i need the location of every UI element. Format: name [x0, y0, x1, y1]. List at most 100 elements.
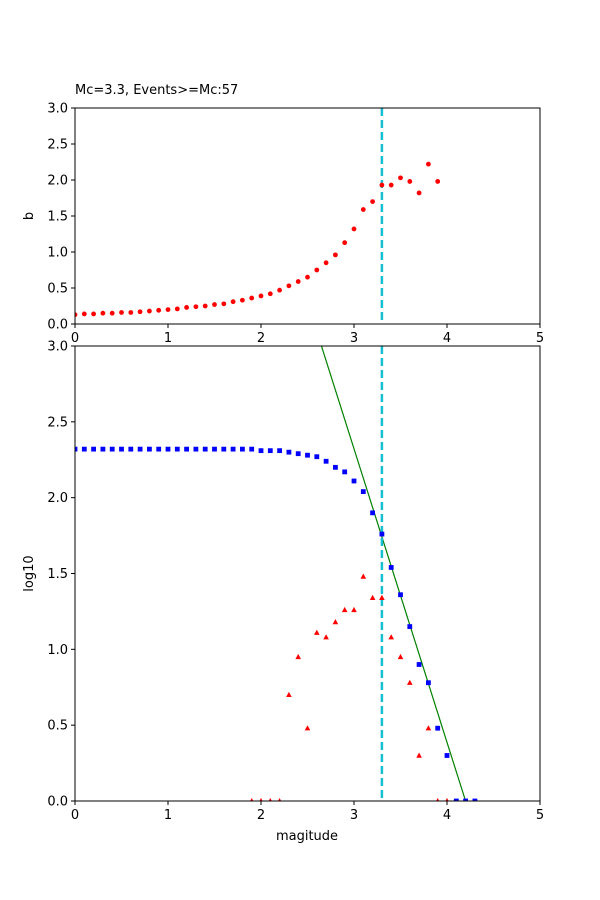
b-series-0-point — [240, 297, 245, 303]
mag-series-0-point — [267, 448, 273, 454]
mag-series-0-point — [286, 449, 292, 455]
mag-series-0-point — [221, 446, 227, 452]
b-x-tick-label: 2 — [257, 331, 265, 346]
mag-y-tick-label: 2.0 — [47, 491, 68, 506]
mag-series-0-point — [212, 446, 217, 452]
mag-series-1-point — [332, 619, 339, 625]
b-value-panel: Mc=3.3, Events>=Mc:57 b 0 1 2 3 4 5 0.0 0.5 1.0 1… — [22, 83, 544, 346]
mag-series-1-point — [286, 691, 292, 698]
b-series-0-point — [91, 311, 96, 317]
b-series-0-point — [426, 161, 431, 167]
mag-x-tick-label: 4 — [443, 808, 451, 823]
mag-series-0-point — [184, 446, 189, 452]
mag-series-0-point — [407, 624, 413, 629]
mag-series-0-point — [398, 592, 403, 598]
b-y-tick-label: 1.0 — [47, 246, 68, 261]
mag-series-0-point — [193, 446, 199, 452]
mag-series-0-point — [174, 446, 180, 452]
b-series-0-point — [333, 252, 338, 258]
b-series-0-point — [379, 182, 385, 188]
b-y-tick-label: 2.0 — [47, 174, 68, 189]
b-series-0-point — [193, 304, 199, 310]
mag-series-0-point — [100, 446, 106, 452]
b-series-0-point — [323, 260, 329, 266]
b-series-0-point — [370, 199, 375, 205]
mag-y-tick-label: 0.0 — [47, 795, 68, 810]
b-series-0-point — [109, 310, 115, 316]
mag-series-0-point — [165, 446, 171, 452]
b-y-tick-label: 0.0 — [47, 318, 68, 333]
b-y-tick-label: 0.5 — [47, 282, 68, 297]
mag-series-1-point — [425, 725, 432, 731]
mag-series-1-point — [416, 752, 422, 758]
b-x-tick-label: 3 — [350, 331, 358, 346]
mag-series-1-point — [268, 798, 272, 801]
mag-series-0-point — [305, 452, 310, 458]
b-series-0-point — [314, 267, 320, 273]
mag-series-1-point — [295, 653, 301, 660]
b-value-plot-area: 0 1 2 3 4 5 0.0 0.5 1.0 1.5 2.0 2.5 3.0 — [47, 102, 544, 347]
b-series-0-point — [277, 287, 282, 293]
mag-series-1-point — [323, 634, 329, 640]
mag-series-0-point — [472, 798, 478, 801]
mag-series-0-point — [156, 446, 162, 452]
b-data-layer — [75, 108, 441, 324]
mag-series-0-point — [230, 446, 236, 452]
mag-series-0-point — [463, 798, 468, 801]
mag-series-0-point — [202, 446, 208, 452]
mag-series-1-point — [388, 634, 394, 640]
b-series-0-point — [75, 312, 78, 318]
b-y-tick-label: 1.5 — [47, 210, 68, 225]
fit-line — [320, 346, 467, 801]
mag-x-tick-label: 0 — [71, 808, 79, 823]
b-value-y-axis-label: b — [22, 212, 37, 220]
mag-y-tick-label: 1.5 — [47, 567, 68, 582]
mag-series-1-point — [250, 798, 254, 801]
magnitude-frequency-plot-area: 0 1 2 3 4 5 0.0 0.5 1.0 1.5 2.0 2.5 3.0 — [47, 340, 544, 824]
b-series-0-point — [212, 302, 217, 307]
mag-series-0-point — [147, 446, 152, 452]
log10-y-axis-label: log10 — [22, 555, 37, 591]
b-series-0-point — [156, 307, 162, 313]
mag-series-1-point — [407, 679, 413, 685]
mag-series-0-point — [314, 454, 320, 460]
mag-series-1-point — [304, 725, 311, 731]
b-series-0-point — [351, 226, 357, 232]
b-x-tick-label: 4 — [443, 331, 451, 346]
b-y-tick-label: 3.0 — [47, 102, 68, 117]
mag-series-0-point — [277, 448, 282, 454]
mag-series-0-point — [75, 446, 78, 452]
b-series-0-point — [202, 303, 208, 309]
mag-series-1-point — [369, 594, 376, 600]
magnitude-x-axis-label: magitude — [276, 829, 338, 844]
mag-x-tick-label: 5 — [536, 808, 544, 823]
b-series-0-point — [100, 310, 106, 316]
mag-series-0-point — [351, 478, 357, 484]
b-series-0-point — [184, 305, 190, 310]
mag-series-1-point — [341, 606, 348, 613]
mag-series-1-point — [314, 629, 320, 635]
mag-x-tick-label: 2 — [257, 808, 265, 823]
b-series-0-point — [81, 311, 87, 317]
b-series-0-point — [174, 306, 180, 312]
mag-series-0-point — [360, 489, 366, 494]
mag-data-layer — [75, 346, 478, 801]
mag-series-0-point — [333, 464, 338, 470]
mag-series-0-point — [342, 469, 348, 475]
b-series-0-point — [407, 179, 413, 184]
mag-series-1-point — [259, 798, 263, 801]
mag-series-0-point — [240, 446, 245, 452]
mag-x-tick-label: 3 — [350, 808, 358, 823]
mag-series-0-point — [370, 510, 375, 516]
mag-series-0-point — [258, 448, 264, 454]
mag-series-0-point — [453, 798, 459, 801]
b-y-tick-label: 2.5 — [47, 138, 68, 153]
mag-series-0-point — [137, 446, 143, 452]
b-series-0-point — [388, 182, 394, 188]
mag-series-0-point — [435, 725, 441, 731]
b-series-0-point — [221, 301, 227, 307]
mag-y-tick-label: 1.0 — [47, 643, 68, 658]
mag-series-0-point — [295, 451, 301, 457]
